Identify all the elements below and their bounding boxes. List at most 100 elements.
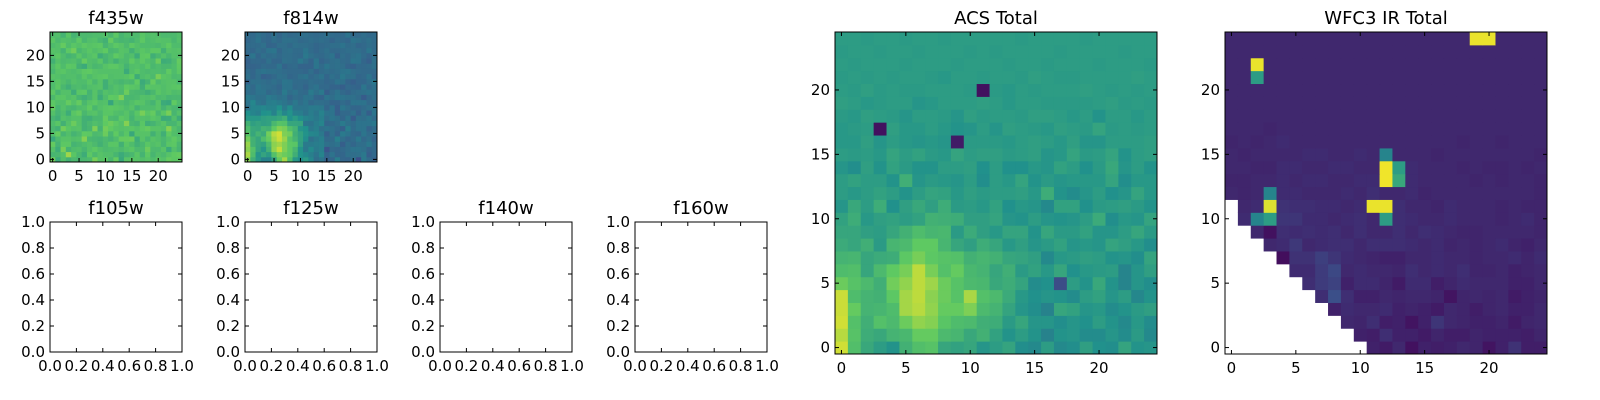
heatmap-cell bbox=[81, 130, 88, 137]
heatmap-cell bbox=[292, 125, 299, 132]
heatmap-cell bbox=[1131, 147, 1145, 162]
heatmap-cell bbox=[266, 42, 272, 49]
heatmap-cell bbox=[1482, 173, 1496, 188]
heatmap-cell bbox=[1443, 225, 1458, 239]
heatmap-cell bbox=[1508, 263, 1522, 278]
heatmap-cell bbox=[1353, 302, 1368, 316]
heatmap-cell bbox=[1028, 328, 1042, 342]
x-tick-label: 0 bbox=[1227, 359, 1237, 377]
heatmap-cell bbox=[847, 341, 862, 355]
heatmap-cell bbox=[171, 151, 178, 158]
heatmap-cell bbox=[155, 42, 162, 49]
heatmap-cell bbox=[950, 173, 965, 188]
heatmap-cell bbox=[176, 84, 183, 90]
heatmap-cell bbox=[1041, 135, 1055, 149]
heatmap-cell bbox=[950, 109, 965, 123]
heatmap-cell bbox=[1366, 160, 1381, 175]
heatmap-cell bbox=[1053, 83, 1068, 97]
heatmap-cell bbox=[899, 250, 913, 265]
heatmap-cell bbox=[1144, 199, 1158, 213]
heatmap-cell bbox=[989, 83, 1003, 97]
heatmap-cell bbox=[873, 173, 888, 188]
heatmap-cell bbox=[1366, 199, 1381, 213]
heatmap-cell bbox=[1366, 147, 1381, 162]
heatmap-cell bbox=[1250, 135, 1265, 149]
heatmap-cell bbox=[1092, 32, 1106, 46]
heatmap-cell bbox=[340, 32, 346, 38]
heatmap-cell bbox=[950, 250, 965, 265]
heatmap-cell bbox=[166, 156, 172, 163]
heatmap-cell bbox=[345, 146, 352, 153]
heatmap-cell bbox=[1379, 186, 1393, 200]
heatmap-cell bbox=[303, 125, 309, 132]
heatmap-cell bbox=[102, 125, 109, 132]
heatmap-cell bbox=[886, 147, 900, 162]
heatmap-cell bbox=[176, 110, 183, 116]
heatmap-cell bbox=[1237, 83, 1252, 97]
heatmap-cell bbox=[1340, 250, 1355, 265]
heatmap-cell bbox=[355, 94, 362, 101]
heatmap-cell bbox=[155, 110, 162, 116]
heatmap-cell bbox=[1443, 147, 1458, 162]
heatmap-cell bbox=[1418, 315, 1432, 329]
heatmap-cell bbox=[155, 94, 162, 101]
heatmap-cell bbox=[160, 156, 167, 163]
heatmap-cell bbox=[1002, 328, 1016, 342]
heatmap-cell bbox=[1508, 302, 1522, 316]
heatmap-cell bbox=[1041, 328, 1055, 342]
heatmap-cell bbox=[287, 115, 294, 121]
heatmap-cell bbox=[266, 110, 272, 116]
x-tick-label: 5 bbox=[1291, 359, 1301, 377]
heatmap-cell bbox=[281, 156, 288, 163]
heatmap-cell bbox=[245, 37, 251, 43]
heatmap-cell bbox=[166, 78, 172, 85]
heatmap-cell bbox=[1456, 289, 1471, 303]
heatmap-cell bbox=[350, 120, 357, 127]
heatmap-cell bbox=[350, 94, 357, 101]
heatmap-cell bbox=[71, 110, 77, 116]
heatmap-cell bbox=[287, 120, 294, 127]
heatmap-cell bbox=[1315, 122, 1329, 136]
heatmap-cell bbox=[1041, 199, 1055, 213]
heatmap-cell bbox=[1066, 96, 1081, 110]
heatmap-cell bbox=[340, 99, 346, 106]
heatmap-cell bbox=[340, 120, 346, 127]
heatmap-cell bbox=[160, 130, 167, 137]
heatmap-cell bbox=[308, 99, 315, 106]
heatmap-cell bbox=[260, 78, 267, 85]
heatmap-cell bbox=[925, 96, 939, 110]
heatmap-cell bbox=[1521, 225, 1535, 239]
heatmap-cell bbox=[102, 47, 109, 54]
heatmap-cell bbox=[108, 63, 114, 69]
heatmap-cell bbox=[76, 63, 83, 69]
heatmap-cell bbox=[976, 186, 991, 200]
heatmap-cell bbox=[318, 110, 325, 116]
heatmap-cell bbox=[873, 160, 888, 175]
heatmap-cell bbox=[925, 289, 939, 303]
heatmap-cell bbox=[1379, 147, 1393, 162]
heatmap-cell bbox=[60, 141, 67, 147]
heatmap-cell bbox=[1315, 160, 1329, 175]
heatmap-cell bbox=[329, 68, 336, 75]
heatmap-cell bbox=[303, 115, 309, 121]
heatmap-cell bbox=[925, 135, 939, 149]
heatmap-cell bbox=[250, 136, 257, 142]
heatmap-cell bbox=[1456, 32, 1471, 46]
heatmap-cell bbox=[371, 94, 378, 101]
heatmap-cell bbox=[1028, 57, 1042, 72]
heatmap-cell bbox=[1028, 135, 1042, 149]
heatmap-cell bbox=[1534, 70, 1548, 85]
heatmap-cell bbox=[1105, 302, 1119, 316]
heatmap-cell bbox=[139, 47, 146, 54]
heatmap-cell bbox=[1508, 109, 1522, 123]
heatmap-cell bbox=[108, 32, 114, 38]
heatmap-cell bbox=[60, 156, 67, 163]
heatmap-cell bbox=[899, 32, 913, 46]
heatmap-cell bbox=[50, 68, 56, 75]
heatmap-cell bbox=[134, 78, 141, 85]
heatmap-cell bbox=[1237, 96, 1252, 110]
heatmap-cell bbox=[139, 120, 146, 127]
heatmap-cell bbox=[71, 115, 77, 121]
heatmap-cell bbox=[108, 136, 114, 142]
heatmap-cell bbox=[160, 73, 167, 80]
